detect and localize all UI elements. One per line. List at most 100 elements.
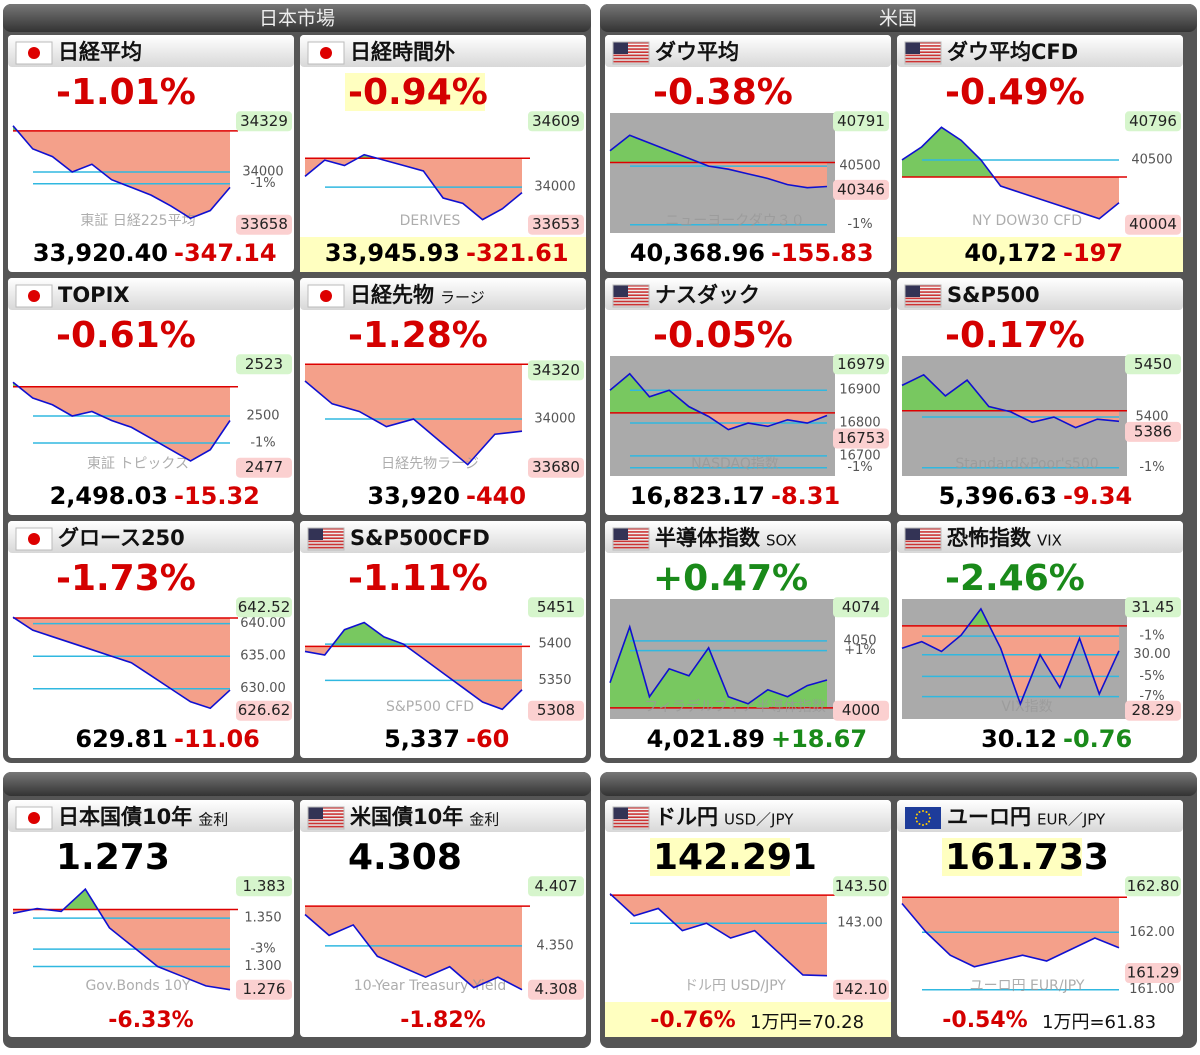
flag-stripe <box>613 825 649 828</box>
flag-stripe <box>905 54 941 57</box>
grid-label: -1% <box>847 460 872 475</box>
grid-label: 40500 <box>1131 152 1172 167</box>
watermark: NY DOW30 CFD <box>972 213 1082 229</box>
flag-stripe <box>905 303 941 306</box>
panel: ダウ平均CFD -0.49% 40500 NY DOW30 CFD 40796 40004… <box>897 35 1183 272</box>
panel-header <box>300 800 586 832</box>
grid-label: 30.00 <box>1133 647 1170 662</box>
lo-label-bg <box>528 214 584 235</box>
lo-label: 33658 <box>240 215 288 233</box>
flag <box>307 41 345 65</box>
panel-name: TOPIX <box>58 283 130 307</box>
area-down <box>13 909 230 990</box>
highlight <box>300 237 586 272</box>
grid-label: 34000 <box>534 412 575 427</box>
lo-label: 5386 <box>1134 422 1172 440</box>
flag-stripe <box>308 543 344 546</box>
grid-label: -5% <box>1139 669 1164 684</box>
change: -15.32 <box>174 482 260 510</box>
flag-stripe <box>613 543 649 546</box>
lo-label-bg <box>833 979 889 1000</box>
flag-sun <box>320 47 332 59</box>
panel-sub: 金利 <box>469 811 499 829</box>
area-up <box>610 373 827 413</box>
panel-bg <box>897 35 1183 272</box>
flag-stripe <box>613 300 649 303</box>
area-down <box>305 646 522 710</box>
flag-stripe <box>308 822 344 825</box>
flag-stripe <box>905 300 941 303</box>
panel-header <box>605 800 891 832</box>
grid-label: 143.00 <box>837 916 883 931</box>
panel: グロース250 -1.73% 640.00 635.00 630.00 642.52 626… <box>8 521 294 758</box>
panel: 日経時間外 -0.94% 34000 DERIVES 34609 33653 33,945.… <box>300 35 586 272</box>
flag-star <box>918 823 921 826</box>
panel-header <box>897 35 1183 67</box>
grid-label: 4.350 <box>536 938 573 953</box>
price-line <box>12 381 231 462</box>
flag-stripe <box>613 60 649 63</box>
flag-stripe <box>613 819 649 822</box>
panel-name: 恐怖指数 <box>947 526 1032 550</box>
panel-name: 日経平均 <box>58 40 142 64</box>
grid-label: -1% <box>250 435 275 450</box>
hi-label-bg <box>833 876 889 897</box>
flag-stripe <box>905 297 941 300</box>
price-line <box>304 621 523 711</box>
flag-stripe <box>905 543 941 546</box>
flag-stripe <box>613 48 649 50</box>
lo-label-bg <box>833 700 889 721</box>
flag-stripe <box>613 546 649 549</box>
panel-name: グロース250 <box>58 526 185 550</box>
change-percent: -0.76% <box>650 1008 735 1033</box>
change-percent: -6.33% <box>108 1008 193 1033</box>
flag-sun <box>28 47 40 59</box>
panel-name: S&P500CFD <box>350 526 490 550</box>
section-header <box>3 4 591 32</box>
section-header <box>3 772 591 796</box>
hi-label-bg <box>833 597 889 618</box>
lo-label: 4.308 <box>535 980 578 998</box>
grid-label: 34000 <box>242 164 283 179</box>
panel-sub: 金利 <box>198 811 228 829</box>
flag <box>15 284 53 308</box>
hi-label-bg <box>236 354 292 375</box>
panel-header <box>8 800 294 832</box>
flag-stripe <box>308 825 344 828</box>
grid-label: -1% <box>1139 629 1164 644</box>
area-down <box>902 177 1119 219</box>
flag-stripe <box>308 540 344 543</box>
flag-border <box>904 284 942 308</box>
price-line <box>12 887 231 991</box>
flag-stripe <box>905 288 941 290</box>
flag-stripe <box>905 291 941 293</box>
grid-label: -1% <box>1139 460 1164 475</box>
price-line <box>12 125 231 220</box>
flag-star <box>915 817 917 819</box>
panel-header <box>300 35 586 67</box>
flag <box>307 806 345 830</box>
flag-stripe <box>613 822 649 825</box>
hi-label: 4074 <box>842 598 880 616</box>
value: 40,368.96 <box>630 239 765 267</box>
conversion: 1万円=70.28 <box>750 1012 864 1033</box>
flag-stripe <box>613 42 649 44</box>
flag <box>904 41 942 65</box>
lo-label-bg <box>528 979 584 1000</box>
flag-border <box>904 527 942 551</box>
lo-label-bg <box>833 179 889 200</box>
value: 1.273 <box>56 837 170 878</box>
grid-label: 40500 <box>839 159 880 174</box>
flag <box>15 41 53 65</box>
change-percent: -1.01% <box>56 72 196 113</box>
panel: ユーロ円 EUR／JPY 161.733 162.00 161.00 ユーロ円 EUR/J… <box>897 800 1183 1037</box>
change-percent: -0.38% <box>653 72 793 113</box>
value: 33,920.40 <box>33 239 168 267</box>
change: -9.34 <box>1063 482 1132 510</box>
grid-label: 1.350 <box>244 911 281 926</box>
watermark: S&P500 CFD <box>386 699 474 715</box>
change: -321.61 <box>466 239 569 267</box>
hi-label: 642.52 <box>238 598 291 616</box>
panel-name: 米国債10年 <box>350 805 463 829</box>
change: -8.31 <box>771 482 840 510</box>
